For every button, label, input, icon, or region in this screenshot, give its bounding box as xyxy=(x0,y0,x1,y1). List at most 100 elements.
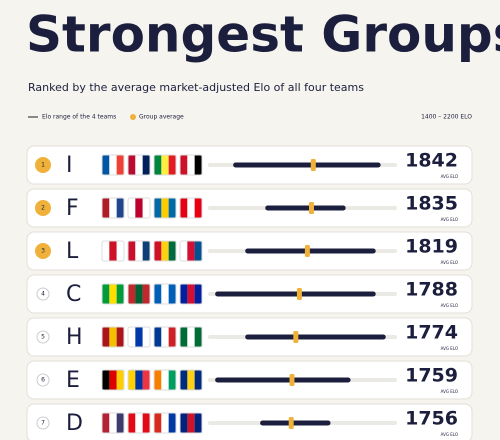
flag-frame xyxy=(153,197,177,219)
flag-frame xyxy=(127,197,151,219)
flag-stripe xyxy=(154,241,162,261)
flag-stripe xyxy=(194,327,203,347)
flag-stripe xyxy=(142,413,151,433)
flag-stripe xyxy=(128,370,136,390)
range-bar xyxy=(233,162,381,168)
flag-stripe xyxy=(109,327,117,347)
flag-stripe xyxy=(168,413,177,433)
flag-stripe xyxy=(102,198,110,218)
flag-stripe xyxy=(180,241,188,261)
legend-label: Elo range of the 4 teams xyxy=(42,114,116,121)
value-label: 1819 xyxy=(405,236,458,258)
rank-badge xyxy=(36,416,50,430)
rank-label: 3 xyxy=(41,248,45,255)
range-bar xyxy=(245,334,386,340)
flag-stripe xyxy=(142,370,151,390)
legend-label: Group average xyxy=(139,114,184,121)
flag-stripe xyxy=(102,284,110,304)
flag-stripe xyxy=(194,413,203,433)
rank-badge xyxy=(36,373,50,387)
flag-stripe xyxy=(109,413,117,433)
flag-stripe xyxy=(154,198,162,218)
average-marker xyxy=(304,245,310,257)
flag-stripe xyxy=(135,241,143,261)
flag-stripe xyxy=(161,284,169,304)
flag-frame xyxy=(179,283,203,305)
flag-frame xyxy=(101,197,125,219)
average-marker xyxy=(296,288,302,300)
average-marker xyxy=(293,331,299,343)
flag-stripe xyxy=(154,284,162,304)
average-marker xyxy=(289,374,295,386)
flag-stripe xyxy=(161,413,169,433)
flag-stripe xyxy=(161,327,169,347)
flag-stripe xyxy=(135,284,143,304)
flag-stripe xyxy=(102,413,110,433)
flag-stripe xyxy=(168,284,177,304)
flag-stripe xyxy=(128,155,136,175)
flag-stripe xyxy=(154,327,162,347)
flag-stripe xyxy=(116,155,125,175)
flag-stripe xyxy=(109,198,117,218)
value-sublabel: AVG ELO xyxy=(441,346,458,351)
value-sublabel: AVG ELO xyxy=(441,174,458,179)
value-label: 1835 xyxy=(405,193,458,215)
rank-label: 5 xyxy=(41,334,45,341)
flag-stripe xyxy=(142,284,151,304)
flag-frame xyxy=(127,240,151,262)
value-sublabel: AVG ELO xyxy=(441,432,458,437)
value-label: 1759 xyxy=(405,365,458,387)
flag-frame xyxy=(127,326,151,348)
value-sublabel: AVG ELO xyxy=(441,260,458,265)
flag-frame xyxy=(179,154,203,176)
flag-stripe xyxy=(187,241,195,261)
flag-stripe xyxy=(142,155,151,175)
flag-stripe xyxy=(102,370,110,390)
flag-stripe xyxy=(187,155,195,175)
flag-stripe xyxy=(161,198,169,218)
value-sublabel: AVG ELO xyxy=(441,303,458,308)
group-label: E xyxy=(66,368,80,393)
flag-stripe xyxy=(194,284,203,304)
flag-stripe xyxy=(109,284,117,304)
flag-stripe xyxy=(109,155,117,175)
flag-stripe xyxy=(187,284,195,304)
flag-frame xyxy=(127,369,151,391)
group-label: C xyxy=(66,282,81,307)
group-label: H xyxy=(66,325,83,350)
flag-stripe xyxy=(135,198,143,218)
flag-frame xyxy=(179,197,203,219)
rank-label: 2 xyxy=(41,205,45,212)
range-bar xyxy=(245,248,376,254)
flag-stripe xyxy=(116,284,125,304)
flag-stripe xyxy=(128,284,136,304)
flag-stripe xyxy=(128,198,136,218)
flag-stripe xyxy=(187,413,195,433)
rank-badge xyxy=(35,157,51,173)
flag-stripe xyxy=(168,370,177,390)
flag-stripe xyxy=(168,155,177,175)
flag-stripe xyxy=(180,370,188,390)
flag-frame xyxy=(153,154,177,176)
range-bar xyxy=(215,291,376,297)
flag-stripe xyxy=(102,241,110,261)
flag-frame xyxy=(179,412,203,434)
flag-stripe xyxy=(180,198,188,218)
flag-stripe xyxy=(109,370,117,390)
flag-stripe xyxy=(116,327,125,347)
range-bar xyxy=(260,420,331,426)
rank-badge xyxy=(35,200,51,216)
flag-stripe xyxy=(116,370,125,390)
flag-frame xyxy=(127,283,151,305)
scale-label: 1400 – 2200 ELO xyxy=(421,114,472,121)
flag-stripe xyxy=(194,241,203,261)
flag-stripe xyxy=(194,370,203,390)
flag-stripe xyxy=(187,370,195,390)
flag-stripe xyxy=(142,241,151,261)
flag-stripe xyxy=(135,413,143,433)
value-label: 1788 xyxy=(405,279,458,301)
flag-frame xyxy=(179,240,203,262)
flag-stripe xyxy=(194,198,203,218)
flag-stripe xyxy=(128,241,136,261)
group-label: I xyxy=(66,153,73,178)
